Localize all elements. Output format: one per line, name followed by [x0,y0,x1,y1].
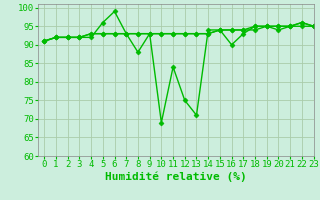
X-axis label: Humidité relative (%): Humidité relative (%) [105,172,247,182]
